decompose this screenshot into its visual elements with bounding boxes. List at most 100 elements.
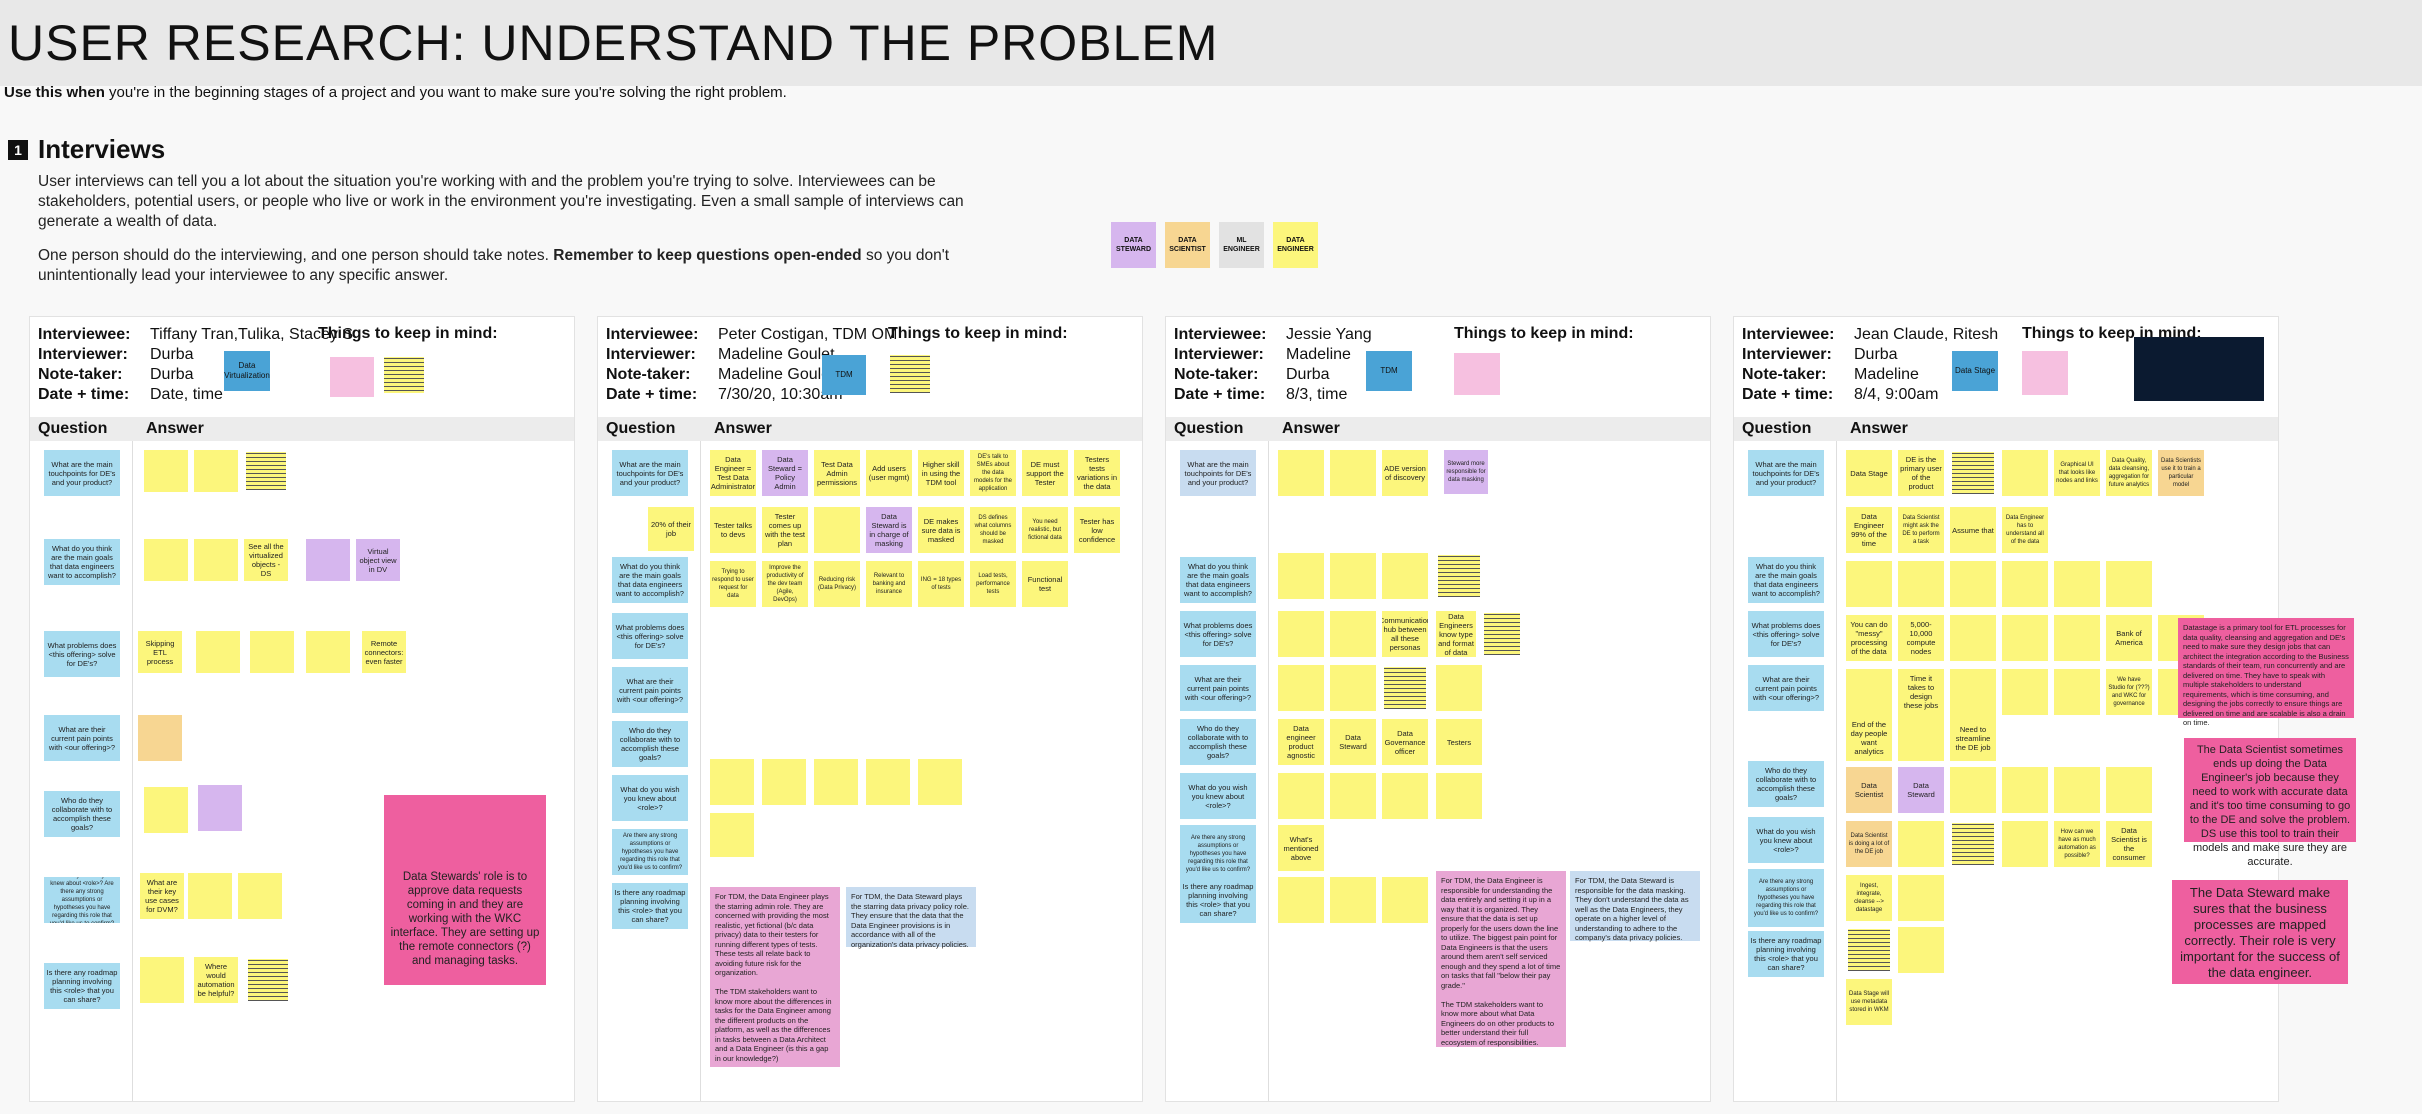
answer-note	[198, 785, 242, 831]
answer-note	[138, 715, 182, 761]
answer-note: Graphical UI that looks like nodes and l…	[2054, 450, 2100, 496]
answer-note	[1950, 767, 1996, 813]
answer-note	[1950, 615, 1996, 661]
answer-note	[710, 759, 754, 805]
question-note: What are their current pain points with …	[44, 715, 120, 761]
answer-note	[2002, 821, 2048, 867]
column-header: Question Answer	[598, 417, 1142, 441]
answer-note	[194, 539, 238, 581]
insight-note: The Data Steward make sures that the bus…	[2172, 880, 2348, 984]
answer-note: What's mentioned above	[1278, 825, 1324, 871]
intro-paragraph-1: User interviews can tell you a lot about…	[38, 173, 964, 230]
answer-note: Tester talks to devs	[710, 507, 756, 553]
answer-note	[1330, 611, 1376, 657]
answer-note	[2002, 615, 2048, 661]
things-to-keep-title: Things to keep in mind:	[888, 325, 1068, 342]
question-note: What do you think are the main goals tha…	[1748, 557, 1824, 603]
question-note: Who do they collaborate with to accompli…	[1180, 719, 1256, 765]
answer-note: DE's talk to SMEs about the data models …	[970, 450, 1016, 496]
answer-note	[1330, 773, 1376, 819]
column-divider	[700, 441, 701, 1101]
question-note: What problems does <this offering> solve…	[1180, 611, 1256, 657]
answer-note	[1950, 821, 1996, 867]
answer-note	[1278, 665, 1324, 711]
question-note: Who do they collaborate with to accompli…	[612, 721, 688, 767]
answer-note: DE is the primary user of the product	[1898, 450, 1944, 496]
answer-note: End of the day people want analytics	[1846, 715, 1892, 761]
use-this-when: Use this when you're in the beginning st…	[4, 84, 787, 101]
answer-note: We have Studio for (???) and WKC for gov…	[2106, 669, 2152, 715]
column-header: Question Answer	[1734, 417, 2278, 441]
question-note: What are the main touchpoints for DE's a…	[1748, 450, 1824, 496]
answer-note: Steward more responsible for data maskin…	[1444, 450, 1488, 494]
answer-note: Need to streamline the DE job	[1950, 715, 1996, 761]
answer-note: Data Scientist is doing a lot of the DE …	[1846, 821, 1892, 867]
answer-note: Where would automation be helpful?	[194, 957, 238, 1003]
answer-note: Assume that	[1950, 507, 1996, 553]
section-number: 1	[8, 140, 28, 160]
answer-note: See all the virtualized objects - DS	[244, 539, 288, 581]
answer-note: Data Steward	[1898, 767, 1944, 813]
answer-note: Data Stage	[1846, 450, 1892, 496]
answer-note: Testers tests variations in the data	[1074, 450, 1120, 496]
question-note: What problems does <this offering> solve…	[1748, 611, 1824, 657]
answer-note	[1950, 450, 1996, 496]
answer-note: Tester has low confidence	[1074, 507, 1120, 553]
answer-note	[1278, 877, 1324, 923]
answer-note	[918, 759, 962, 805]
question-note: What are the main touchpoints for DE's a…	[44, 450, 120, 496]
product-tag: Data Virtualization	[224, 351, 270, 391]
question-note: Are there any strong assumptions or hypo…	[612, 829, 688, 875]
answer-note	[2106, 561, 2152, 607]
answer-note: Data Governance officer	[1382, 719, 1428, 765]
answer-note: DS defines what columns should be masked	[970, 507, 1016, 553]
question-note: Is there any roadmap planning involving …	[612, 883, 688, 929]
question-note: Are there any strong assumptions or hypo…	[1748, 869, 1824, 927]
question-note: Is there any roadmap planning involving …	[1748, 931, 1824, 977]
answer-note	[1898, 821, 1944, 867]
answer-note: Improve the productivity of the dev team…	[762, 561, 808, 607]
answer-note	[1330, 553, 1376, 599]
answer-note	[1950, 561, 1996, 607]
answer-note	[710, 813, 754, 857]
answer-note	[1846, 561, 1892, 607]
answer-note	[1898, 875, 1944, 921]
answer-note	[1482, 611, 1522, 657]
insight-note: For TDM, the Data Engineer plays the sta…	[710, 887, 840, 1067]
answer-note	[196, 631, 240, 673]
answer-note: DE must support the Tester	[1022, 450, 1068, 496]
answer-note: Data Scientist might ask the DE to perfo…	[1898, 507, 1944, 553]
answer-note: Data Scientist is the consumer	[2106, 821, 2152, 867]
legend-data-engineer: DATA ENGINEER	[1273, 222, 1318, 268]
answer-note: Time it takes to design these jobs	[1898, 669, 1944, 715]
answer-note	[250, 631, 294, 673]
page-title: USER RESEARCH: UNDERSTAND THE PROBLEM	[8, 15, 1219, 71]
question-note: What problems does <this offering> solve…	[44, 631, 120, 677]
interview-panel-1: Interviewee: Tiffany Tran,Tulika, Stacey …	[29, 316, 575, 1102]
question-note: What are their current pain points with …	[1748, 665, 1824, 711]
answer-note	[2106, 767, 2152, 813]
sticky-note	[888, 353, 932, 395]
sticky-note	[2022, 351, 2068, 395]
section-title: Interviews	[38, 134, 166, 164]
things-to-keep-title: Things to keep in mind:	[1454, 325, 1634, 342]
answer-note	[2002, 767, 2048, 813]
title-bar	[0, 0, 2422, 86]
answer-note: Data Stage will use metadata stored in W…	[1846, 979, 1892, 1025]
question-note: Is there any roadmap planning involving …	[44, 963, 120, 1009]
sticky-note	[382, 355, 426, 395]
column-header: Question Answer	[30, 417, 574, 441]
answer-note	[1382, 553, 1428, 599]
answer-note	[1382, 665, 1428, 711]
question-note: What problems does <this offering> solve…	[612, 613, 688, 659]
answer-note: Data Scientists use it to train a partic…	[2158, 450, 2204, 496]
answer-note	[144, 539, 188, 581]
question-note: Who do they collaborate with to accompli…	[44, 791, 120, 837]
question-note: What do you wish you knew about <role>?	[612, 775, 688, 821]
answer-note	[1382, 877, 1428, 923]
answer-note: ING = 18 types of tests	[918, 561, 964, 607]
question-note: Are there any strong assumptions or hypo…	[1180, 825, 1256, 883]
answer-note: Data Engineer 99% of the time	[1846, 507, 1892, 553]
answer-note	[1436, 553, 1482, 599]
answer-note: Data Scientist	[1846, 767, 1892, 813]
